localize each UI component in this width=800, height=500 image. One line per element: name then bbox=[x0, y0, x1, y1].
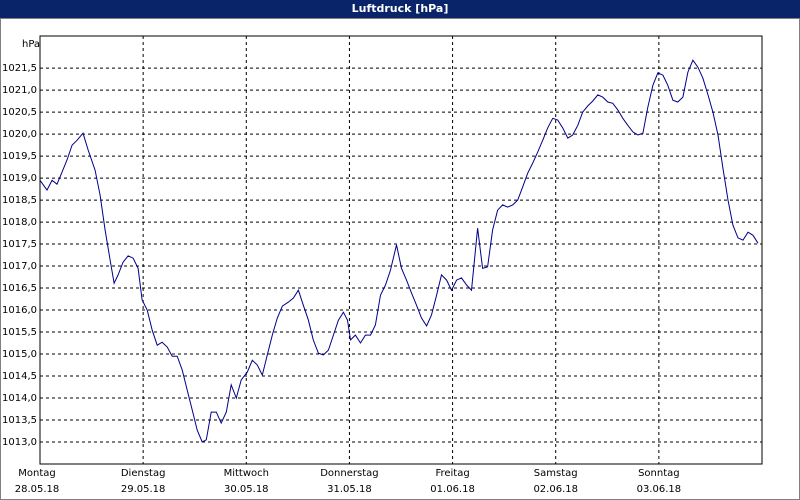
x-tick-label: Samstag bbox=[534, 468, 578, 479]
x-tick-label: 03.06.18 bbox=[637, 484, 682, 495]
x-tick-label: Donnerstag bbox=[320, 468, 378, 479]
x-tick-label: 31.05.18 bbox=[327, 484, 372, 495]
y-tick-label: 1017,5 bbox=[2, 239, 37, 250]
y-tick-label: 1018,5 bbox=[2, 195, 37, 206]
y-tick-label: 1014,0 bbox=[2, 393, 37, 404]
plot-area bbox=[39, 35, 763, 465]
y-tick-label: 1013,0 bbox=[2, 437, 37, 448]
x-tick-label: Montag bbox=[18, 468, 55, 479]
x-tick-label: 30.05.18 bbox=[224, 484, 269, 495]
x-tick-label: Mittwoch bbox=[224, 468, 269, 479]
y-tick-label: 1014,5 bbox=[2, 371, 37, 382]
y-tick-label: 1017,0 bbox=[2, 261, 37, 272]
title-bar bbox=[0, 0, 800, 18]
y-tick-label: 1020,5 bbox=[2, 107, 37, 118]
line bbox=[39, 59, 759, 443]
y-tick-label: 1015,0 bbox=[2, 349, 37, 360]
y-tick-label: 1019,5 bbox=[2, 151, 37, 162]
x-tick-label: Sonntag bbox=[638, 468, 680, 479]
y-tick-label: 1018,0 bbox=[2, 217, 37, 228]
x-tick-label: 29.05.18 bbox=[121, 484, 166, 495]
y-tick-label: 1015,5 bbox=[2, 327, 37, 338]
y-tick-label: 1021,0 bbox=[2, 85, 37, 96]
y-tick-label: 1016,0 bbox=[2, 305, 37, 316]
x-tick-label: Dienstag bbox=[121, 468, 166, 479]
y-tick-label: 1016,5 bbox=[2, 283, 37, 294]
chart-title: Luftdruck [hPa] bbox=[352, 2, 449, 15]
y-tick-label: 1020,0 bbox=[2, 129, 37, 140]
x-tick-label: Freitag bbox=[435, 468, 469, 479]
x-tick-label: 01.06.18 bbox=[430, 484, 475, 495]
x-tick-label: 02.06.18 bbox=[533, 484, 578, 495]
y-axis-label: hPa bbox=[22, 39, 40, 50]
y-tick-label: 1019,0 bbox=[2, 173, 37, 184]
y-tick-label: 1013,5 bbox=[2, 415, 37, 426]
x-tick-label: 28.05.18 bbox=[15, 484, 60, 495]
y-tick-label: 1021,5 bbox=[2, 63, 37, 74]
